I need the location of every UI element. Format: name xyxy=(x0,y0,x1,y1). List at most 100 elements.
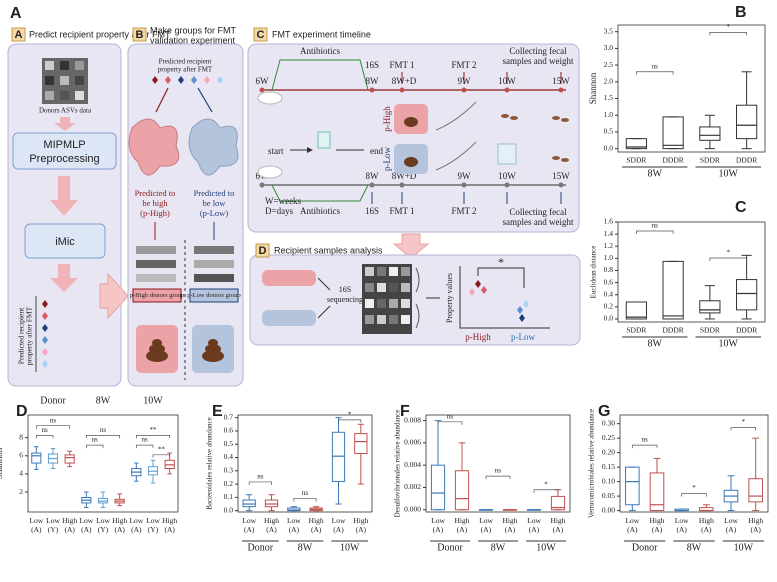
sig-star: * xyxy=(498,255,504,269)
timepoint: 8W+D xyxy=(392,76,417,86)
box xyxy=(662,260,684,320)
x-tick-line: Low xyxy=(79,516,93,525)
timepoint: 9W xyxy=(458,76,472,86)
panel-letter: D xyxy=(16,403,28,420)
x-tick-label: Low (A) xyxy=(625,516,639,534)
x-tick-label: High (A) xyxy=(162,516,177,534)
group-label: p-High donors group xyxy=(130,292,185,299)
timepoint: 15W xyxy=(552,76,570,86)
x-tick-line: (A) xyxy=(311,525,322,534)
group-box xyxy=(132,288,182,303)
panel-letter: E xyxy=(212,403,223,420)
tag-box xyxy=(255,243,270,258)
x-tick-line: (A) xyxy=(64,525,75,534)
x-tick-label: High (A) xyxy=(309,516,324,534)
sig-label: * xyxy=(742,418,746,426)
box xyxy=(31,452,42,464)
tag-box xyxy=(253,27,268,42)
group-label: Donor xyxy=(437,542,463,553)
mouse-icon xyxy=(257,165,283,179)
arrow xyxy=(54,117,76,131)
group-label: p-Low donors group xyxy=(187,292,240,299)
x-tick-label: DDDR xyxy=(736,156,757,165)
timepoint: 15W xyxy=(552,171,570,181)
arrows-down xyxy=(401,72,562,84)
y-axis-label: Shannon xyxy=(0,447,4,479)
big-arrow xyxy=(392,233,430,259)
x-tick-line: (A) xyxy=(81,525,92,534)
sig-bracket xyxy=(85,435,121,439)
x-tick-label: High (A) xyxy=(62,516,77,534)
antibiotics-bracket xyxy=(271,59,369,91)
y-tick-label: 0.5 xyxy=(604,127,614,136)
box xyxy=(649,472,665,512)
plot-frame xyxy=(619,414,769,513)
x-tick-line: (A) xyxy=(433,525,444,534)
y-tick-label: 0.20 xyxy=(602,447,615,456)
x-tick-line: High xyxy=(551,516,566,525)
box xyxy=(454,470,470,511)
plot-frame xyxy=(425,414,571,513)
x-tick-line: (A) xyxy=(529,525,540,534)
y-tick-label: 0.0 xyxy=(604,143,614,152)
x-tick-label: DDDR xyxy=(662,156,683,165)
timepoint: 10W xyxy=(498,171,516,181)
y-axis-label: Desulfovibrionales relative abundance xyxy=(394,410,402,518)
panel-letter: C xyxy=(735,199,747,216)
p-low-label: p-Low xyxy=(382,147,392,171)
sig-bracket xyxy=(248,481,272,485)
y-tick-label: 1.6 xyxy=(604,217,614,226)
x-tick-label: Low (A) xyxy=(29,516,43,534)
panel-tag: D xyxy=(259,245,267,257)
y-tick-label: 0.05 xyxy=(602,491,615,500)
sig-label: ns xyxy=(257,473,264,481)
x-tick-line: (A) xyxy=(244,525,255,534)
y-tick-label: 0.2 xyxy=(224,479,234,488)
x-tick-label: Low (A) xyxy=(332,516,346,534)
x-tick-label: DDDR xyxy=(736,326,757,335)
x-tick-line: High xyxy=(353,516,368,525)
antibiotics: Antibiotics xyxy=(300,206,340,216)
sig-bracket xyxy=(135,444,154,449)
high-label: p-High xyxy=(465,332,491,342)
y-tick-label: 8 xyxy=(19,432,23,441)
asv-grid xyxy=(42,58,88,104)
x-tick-label: Low (A) xyxy=(242,516,256,534)
x-tick-line: (Y) xyxy=(98,525,109,534)
sig-label: ns xyxy=(100,426,107,434)
sig-label: ns xyxy=(495,467,502,475)
x-tick-label: SDDR xyxy=(700,156,720,165)
header: property after FMT xyxy=(158,66,213,74)
sig-bracket xyxy=(636,230,674,234)
x-tick-label: SDDR xyxy=(626,326,646,335)
x-tick-line: (A) xyxy=(457,525,468,534)
timepoint: 9W xyxy=(458,171,472,181)
group-label: 8W xyxy=(298,542,313,553)
scale-icon xyxy=(497,143,517,165)
x-tick-line: (Y) xyxy=(148,525,159,534)
box xyxy=(287,507,301,512)
sig-label: ** xyxy=(150,426,158,434)
y-tick-label: 0.0 xyxy=(604,314,614,323)
low-label: be low xyxy=(203,198,227,208)
x-tick-line: High xyxy=(455,516,470,525)
y-tick-label: 4 xyxy=(19,469,23,478)
group-label: 10W xyxy=(143,395,163,406)
panel-tag: C xyxy=(257,29,265,41)
box xyxy=(264,499,279,508)
sig-bracket xyxy=(631,444,658,449)
seq-label: 16S xyxy=(365,206,379,216)
sig-bracket xyxy=(35,435,54,439)
group-label: 10W xyxy=(340,542,360,553)
y-tick-label: 1.0 xyxy=(604,253,614,262)
x-tick-label: Low (A) xyxy=(287,516,301,534)
plot-frame xyxy=(617,24,766,153)
x-tick-label: Low (A) xyxy=(479,516,493,534)
y-tick-label: 0.00 xyxy=(602,505,615,514)
y-tick-label: 2.5 xyxy=(604,60,614,69)
y-tick-label: 0.008 xyxy=(404,415,421,424)
sig-bracket xyxy=(152,454,171,458)
bracket xyxy=(415,267,420,329)
x-tick-line: High xyxy=(699,516,714,525)
